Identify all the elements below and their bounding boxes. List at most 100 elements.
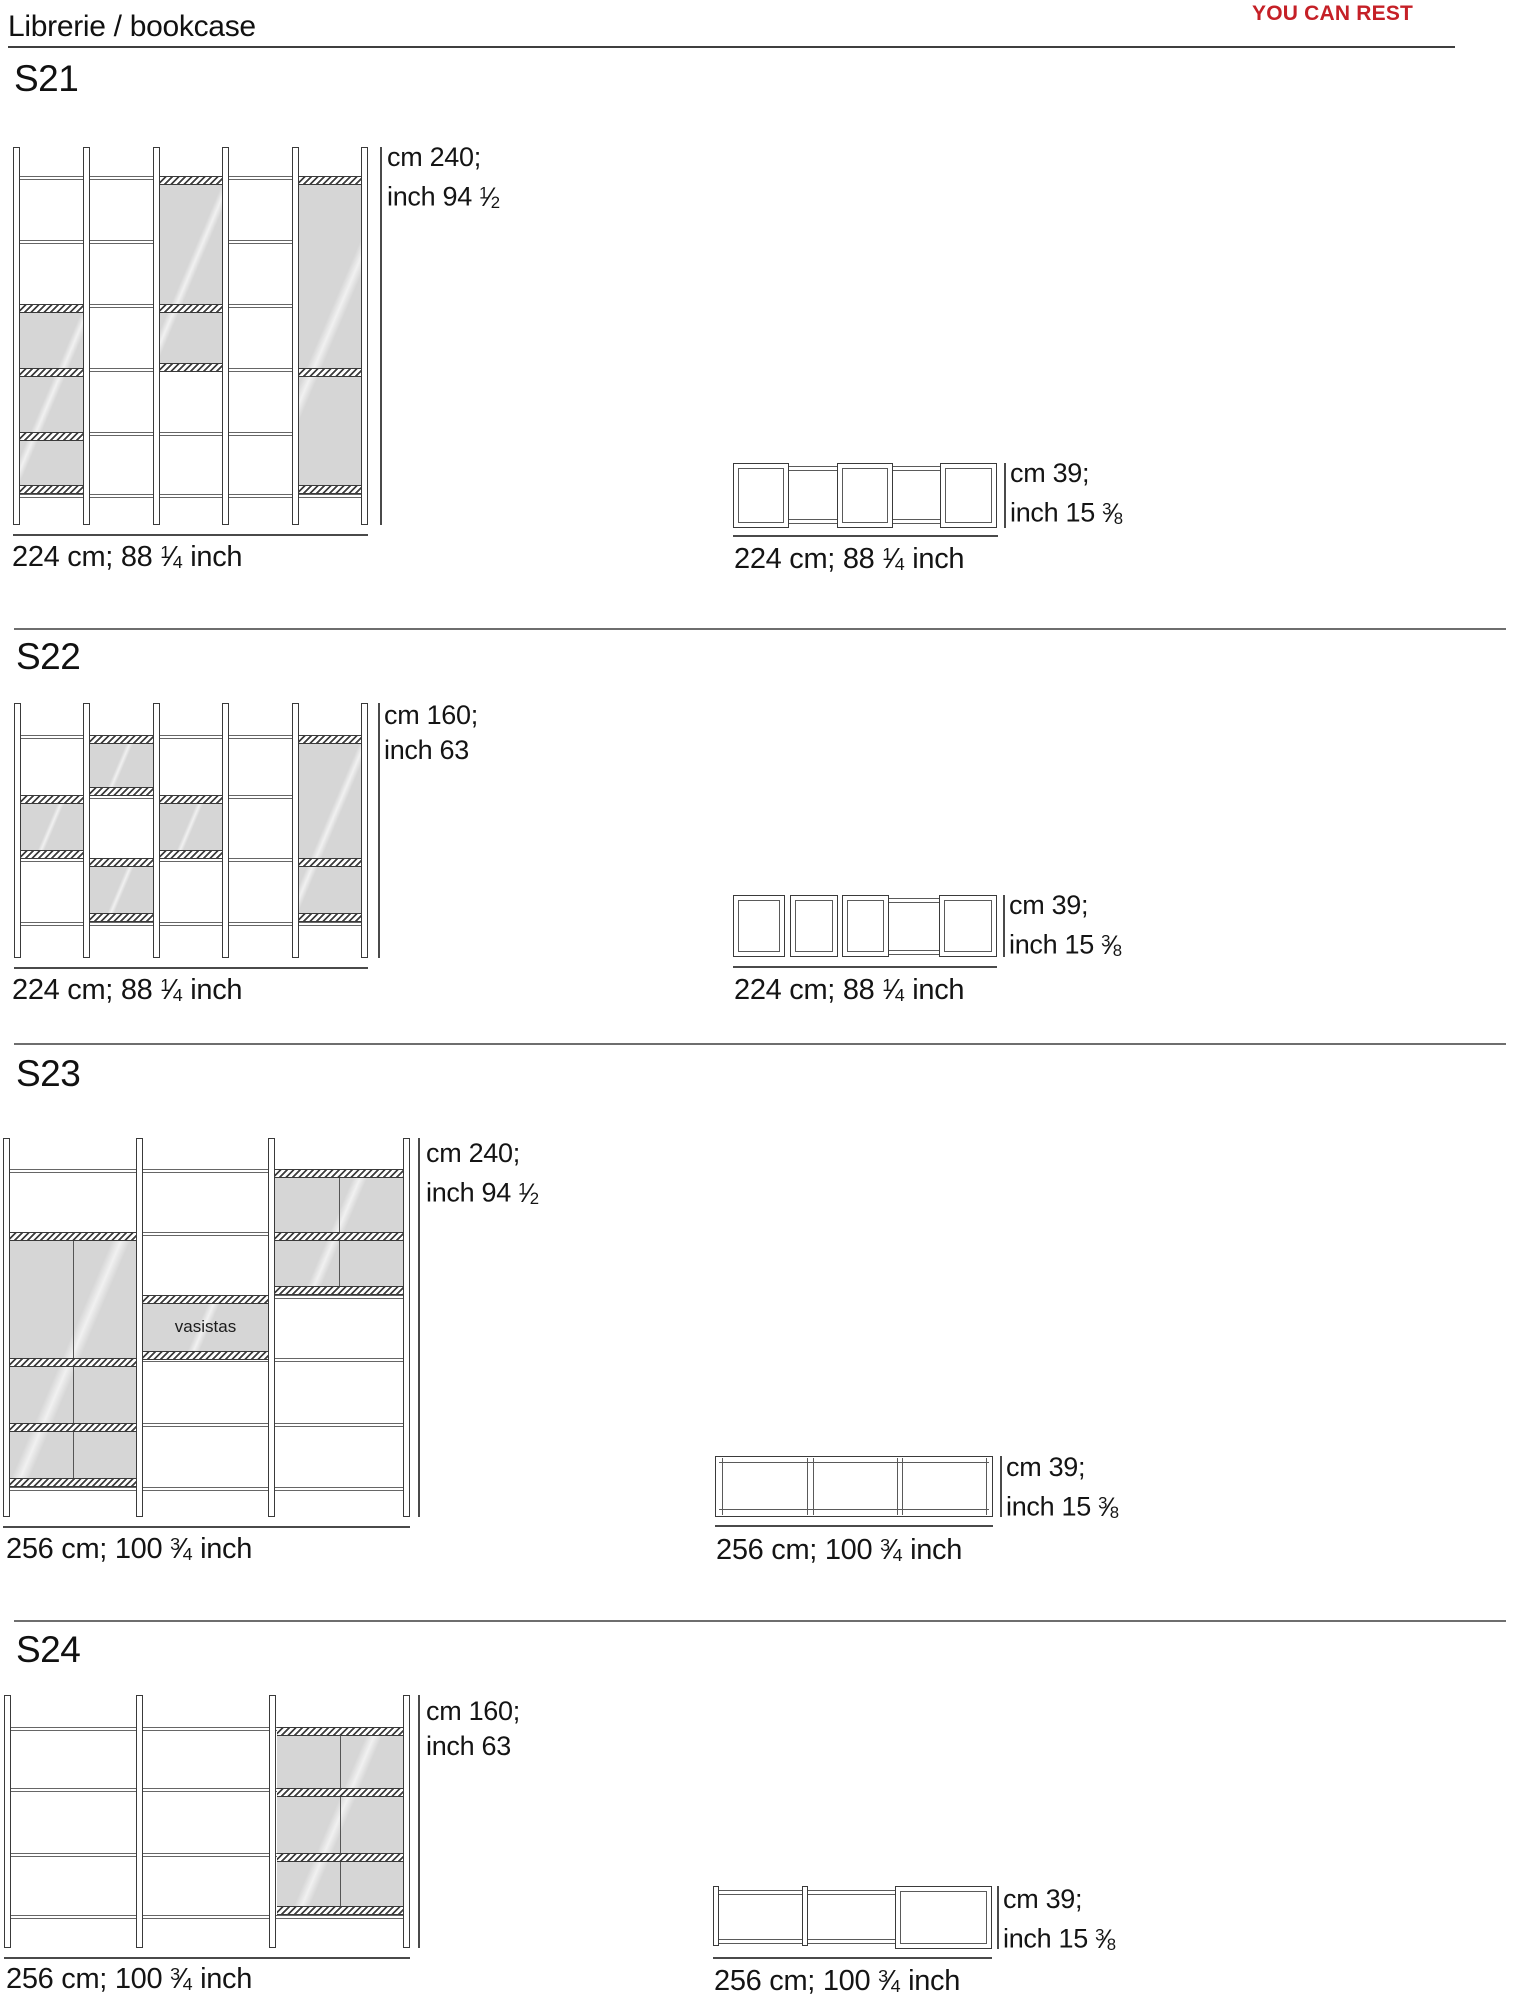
hatch-strip xyxy=(275,1169,403,1178)
fraction: 1⁄2 xyxy=(518,1177,539,1208)
upright-post xyxy=(268,1138,275,1517)
dimension-text-line: cm 39; xyxy=(1003,1884,1083,1914)
fraction: 1⁄2 xyxy=(479,181,500,212)
hatch-strip xyxy=(143,1351,268,1360)
plan-shelf-band xyxy=(893,519,940,524)
plan-cabinet-box xyxy=(790,895,838,957)
section-divider xyxy=(14,628,1506,630)
width-dimension-label: 224 cm; 88 1⁄4 inch xyxy=(12,541,243,573)
fraction: 1⁄4 xyxy=(160,974,183,1006)
plan-divider-line xyxy=(902,1458,903,1515)
fraction: 1⁄4 xyxy=(160,541,183,573)
hatch-strip xyxy=(299,735,361,744)
hatch-strip xyxy=(21,795,83,804)
upright-post xyxy=(361,703,368,958)
plan-cabinet-inner xyxy=(738,468,784,523)
plan-height-dimension-line xyxy=(1003,895,1005,957)
plan-inner-line xyxy=(719,1462,989,1463)
hatch-strip xyxy=(277,1727,403,1736)
height-dimension-line xyxy=(418,1695,420,1948)
upright-post xyxy=(14,703,21,958)
upright-post xyxy=(222,147,229,525)
fraction: 3⁄8 xyxy=(1098,1491,1119,1522)
upright-post xyxy=(3,1138,10,1517)
plan-cabinet-box xyxy=(842,895,889,957)
height-dimension-line xyxy=(378,703,380,958)
plan-height-dimension-label: cm 39; inch 15 3⁄8 xyxy=(1010,456,1123,536)
hatch-strip xyxy=(143,1295,268,1304)
hatch-strip xyxy=(160,850,222,859)
door-module xyxy=(160,176,222,372)
plan-cabinet-inner xyxy=(842,468,888,523)
page-title: Librerie / bookcase xyxy=(8,10,256,43)
section-divider xyxy=(14,1043,1506,1045)
model-code-s22: S22 xyxy=(16,636,81,677)
plan-height-dimension-label: cm 39; inch 15 3⁄8 xyxy=(1003,1882,1116,1962)
fraction: 1⁄4 xyxy=(882,543,905,575)
dimension-text-line: inch 63 xyxy=(426,1731,511,1761)
width-dimension-line xyxy=(3,1526,410,1528)
plan-height-dimension-line xyxy=(1000,1456,1002,1517)
upright-post xyxy=(83,147,90,525)
hatch-strip xyxy=(160,304,222,313)
shelf-line xyxy=(14,735,368,739)
plan-side-line xyxy=(986,1458,987,1515)
plan-shelf-band xyxy=(789,519,837,524)
upright-post xyxy=(361,147,368,525)
plan-cabinet-inner xyxy=(900,1891,987,1944)
dimension-text-line: cm 39; xyxy=(1010,458,1090,488)
dimension-text-line: inch 15 3⁄8 xyxy=(1006,1491,1119,1522)
dimension-text-line: cm 39; xyxy=(1006,1452,1086,1482)
hatch-strip xyxy=(90,735,153,744)
upright-post xyxy=(403,1695,410,1948)
shelf-line xyxy=(14,922,368,926)
hatch-strip xyxy=(21,850,83,859)
dimension-text-line: cm 240; xyxy=(426,1138,520,1168)
dimension-text-line: inch 15 3⁄8 xyxy=(1010,497,1123,528)
fraction: 3⁄8 xyxy=(1101,929,1122,960)
upright-post xyxy=(83,703,90,958)
hatch-strip xyxy=(299,858,361,867)
width-dimension-line xyxy=(14,967,368,969)
hatch-strip xyxy=(90,858,153,867)
plan-width-dimension-line xyxy=(733,966,997,968)
hatch-strip xyxy=(10,1358,136,1367)
hatch-strip xyxy=(10,1232,136,1241)
hatch-strip xyxy=(20,432,83,441)
door-module xyxy=(299,176,361,494)
plan-divider-line xyxy=(813,1458,814,1515)
upright-post xyxy=(4,1695,11,1948)
width-dimension-label: 224 cm; 88 1⁄4 inch xyxy=(12,974,243,1006)
hatch-strip xyxy=(10,1423,136,1432)
fraction: 3⁄4 xyxy=(170,1533,193,1565)
plan-shelf-band xyxy=(889,898,939,903)
hatch-strip xyxy=(20,485,83,494)
hatch-strip xyxy=(277,1788,403,1797)
width-dimension-label: 256 cm; 100 3⁄4 inch xyxy=(6,1533,253,1565)
plan-cabinet-bar xyxy=(715,1456,993,1517)
height-dimension-label: cm 240; inch 94 1⁄2 xyxy=(426,1136,539,1216)
model-code-s23: S23 xyxy=(16,1053,81,1094)
fraction: 1⁄4 xyxy=(882,974,905,1006)
plan-cabinet-inner xyxy=(847,900,884,952)
dimension-text-line: cm 160; xyxy=(426,1696,520,1726)
plan-end-tick xyxy=(802,1886,808,1946)
dimension-text-line: inch 63 xyxy=(384,735,469,765)
plan-cabinet-box xyxy=(895,1886,992,1949)
door-module xyxy=(143,1295,268,1358)
shelf-line xyxy=(3,1169,410,1173)
upright-post xyxy=(136,1138,143,1517)
hatch-strip xyxy=(275,1286,403,1295)
upright-post xyxy=(153,147,160,525)
height-dimension-line xyxy=(418,1138,420,1517)
plan-width-dimension-label: 256 cm; 100 3⁄4 inch xyxy=(714,1965,961,1997)
door-module xyxy=(160,795,222,858)
header-underline xyxy=(8,46,1455,48)
model-code-s24: S24 xyxy=(16,1629,81,1670)
dimension-text-line: inch 15 3⁄8 xyxy=(1003,1923,1116,1954)
dimension-text-line: cm 160; xyxy=(384,700,478,730)
shelf-line xyxy=(3,1423,410,1427)
hatch-strip xyxy=(277,1853,403,1862)
dimension-text-line: cm 240; xyxy=(387,142,481,172)
